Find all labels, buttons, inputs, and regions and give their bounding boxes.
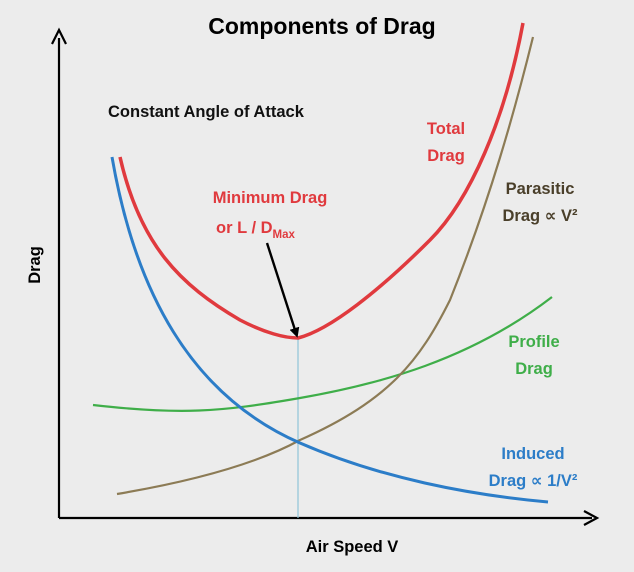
total-drag-label-line2: Drag: [427, 147, 465, 165]
ld-label-text: or L / D: [216, 219, 273, 237]
profile-drag-label-line1: Profile: [508, 333, 559, 351]
condition-annotation: Constant Angle of Attack: [108, 103, 305, 121]
ld-max-subscript: Max: [273, 229, 296, 241]
y-axis-arrow-icon: [51, 27, 67, 45]
profile-drag-label-line2: Drag: [515, 360, 553, 378]
induced-drag-label-line2: Drag ∝ 1/V²: [489, 472, 578, 490]
x-axis-label: Air Speed V: [306, 538, 399, 556]
parasitic-drag-label-line2: Drag ∝ V²: [502, 207, 578, 225]
profile-drag-curve: [92, 296, 553, 412]
induced-drag-label-line1: Induced: [501, 445, 564, 463]
y-axis-label: Drag: [26, 246, 44, 284]
ld-max-label: or L / DMax: [216, 219, 296, 241]
total-drag-curve: [118, 22, 525, 340]
minimum-drag-label: Minimum Drag: [213, 189, 328, 207]
minimum-drag-arrow-icon: [265, 242, 300, 338]
parasitic-drag-label-line1: Parasitic: [506, 180, 575, 198]
x-axis-arrow-icon: [583, 510, 600, 526]
parasitic-drag-curve: [116, 36, 535, 496]
chart-title: Components of Drag: [208, 13, 435, 39]
total-drag-label-line1: Total: [427, 120, 465, 138]
induced-drag-curve: [110, 156, 549, 504]
